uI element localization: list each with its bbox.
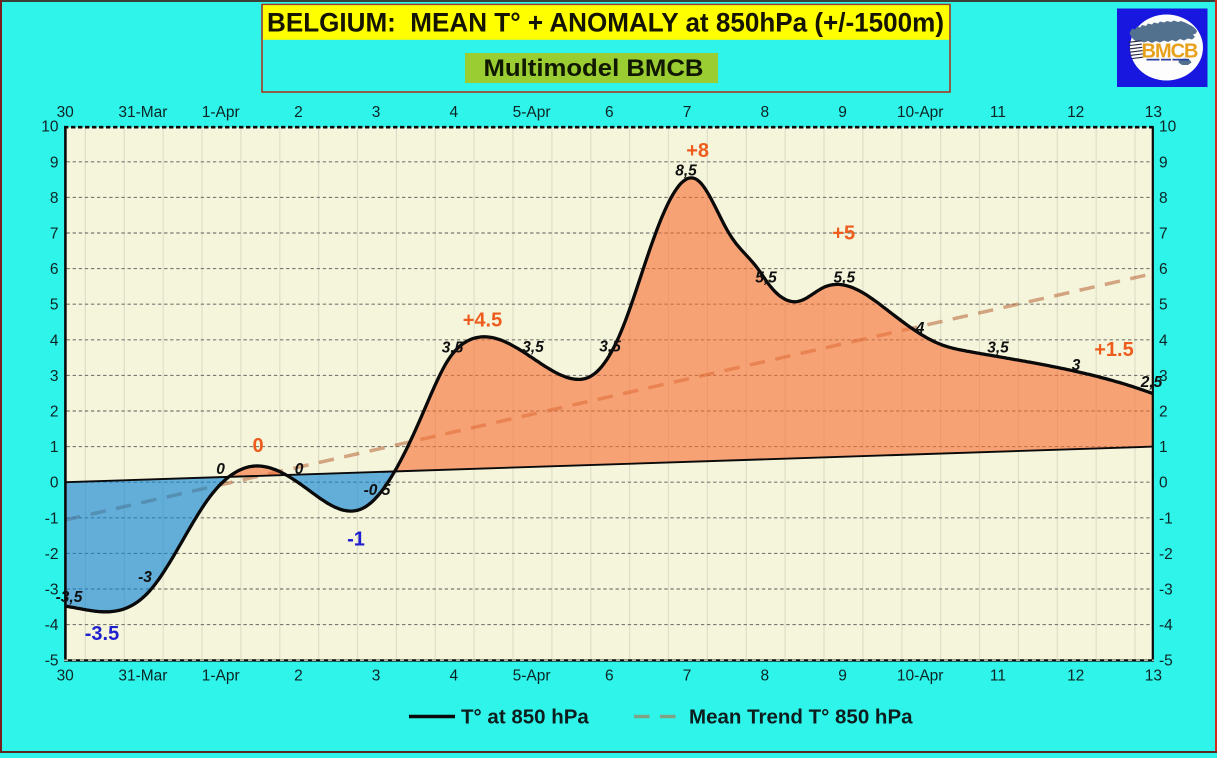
- svg-text:30: 30: [57, 668, 75, 685]
- svg-text:+1.5: +1.5: [1094, 339, 1133, 361]
- svg-text:2: 2: [50, 404, 59, 421]
- svg-text:10-Apr: 10-Apr: [897, 668, 944, 685]
- svg-text:4: 4: [449, 104, 458, 121]
- svg-text:2,5: 2,5: [1140, 374, 1163, 391]
- svg-text:0: 0: [216, 461, 225, 478]
- svg-text:10: 10: [1159, 119, 1177, 136]
- svg-text:1: 1: [50, 439, 59, 456]
- svg-text:6: 6: [605, 668, 614, 685]
- svg-text:3: 3: [372, 668, 381, 685]
- svg-text:+4.5: +4.5: [463, 310, 502, 332]
- svg-text:4: 4: [50, 332, 59, 349]
- svg-text:1-Apr: 1-Apr: [202, 668, 240, 685]
- svg-text:13: 13: [1145, 104, 1162, 121]
- svg-text:3,5: 3,5: [599, 339, 621, 356]
- svg-text:-3: -3: [1159, 582, 1173, 599]
- svg-text:4: 4: [449, 668, 458, 685]
- svg-text:0: 0: [295, 461, 304, 478]
- svg-text:Mean Trend T° 850 hPa: Mean Trend T° 850 hPa: [689, 706, 913, 729]
- svg-text:0: 0: [50, 475, 59, 492]
- svg-text:-0,5: -0,5: [364, 482, 391, 499]
- svg-text:12: 12: [1067, 104, 1084, 121]
- svg-text:2: 2: [294, 668, 303, 685]
- svg-text:11: 11: [990, 104, 1006, 121]
- svg-text:6: 6: [605, 104, 614, 121]
- svg-text:6: 6: [50, 261, 59, 278]
- svg-text:7: 7: [50, 226, 59, 243]
- svg-text:-4: -4: [45, 617, 59, 634]
- svg-text:3,5: 3,5: [987, 340, 1009, 357]
- svg-text:10: 10: [41, 119, 59, 136]
- svg-text:3: 3: [50, 368, 59, 385]
- svg-text:-5: -5: [45, 653, 59, 670]
- svg-text:8: 8: [760, 104, 769, 121]
- svg-text:10-Apr: 10-Apr: [897, 104, 944, 121]
- svg-text:-3,5: -3,5: [56, 589, 83, 606]
- svg-text:9: 9: [838, 104, 847, 121]
- svg-text:-1: -1: [45, 510, 59, 527]
- svg-text:+8: +8: [686, 140, 709, 162]
- svg-text:5,5: 5,5: [755, 270, 777, 287]
- svg-text:4: 4: [1159, 332, 1168, 349]
- svg-text:BELGIUM: MEAN T° + ANOMALY at: BELGIUM: MEAN T° + ANOMALY at 850hPa (+/…: [267, 8, 944, 38]
- svg-text:3: 3: [372, 104, 381, 121]
- svg-text:9: 9: [838, 668, 847, 685]
- svg-text:1-Apr: 1-Apr: [202, 104, 240, 121]
- svg-text:BMCB: BMCB: [1142, 41, 1199, 63]
- svg-text:3: 3: [1159, 368, 1168, 385]
- svg-text:-3: -3: [138, 569, 152, 586]
- svg-text:31-Mar: 31-Mar: [118, 668, 167, 685]
- svg-text:30: 30: [57, 104, 75, 121]
- svg-text:Multimodel BMCB: Multimodel BMCB: [484, 55, 704, 82]
- svg-text:-2: -2: [45, 546, 59, 563]
- svg-text:+5: +5: [832, 223, 855, 245]
- svg-text:7: 7: [1159, 226, 1168, 243]
- svg-text:1: 1: [1159, 439, 1168, 456]
- svg-text:12: 12: [1067, 668, 1084, 685]
- svg-text:2: 2: [294, 104, 303, 121]
- svg-text:-3: -3: [45, 582, 59, 599]
- svg-text:11: 11: [990, 668, 1006, 685]
- svg-text:-1: -1: [1159, 510, 1173, 527]
- svg-text:13: 13: [1145, 668, 1162, 685]
- svg-text:5: 5: [1159, 297, 1168, 314]
- svg-text:6: 6: [1159, 261, 1168, 278]
- svg-text:0: 0: [252, 435, 263, 457]
- svg-text:-3.5: -3.5: [85, 623, 119, 645]
- svg-text:7: 7: [683, 668, 692, 685]
- svg-text:3: 3: [1072, 357, 1081, 374]
- svg-text:5,5: 5,5: [834, 270, 856, 287]
- svg-text:5-Apr: 5-Apr: [513, 104, 551, 121]
- svg-text:T° at 850 hPa: T° at 850 hPa: [461, 706, 589, 729]
- svg-text:9: 9: [50, 154, 59, 171]
- svg-text:8: 8: [1159, 190, 1168, 207]
- svg-text:-5: -5: [1159, 653, 1173, 670]
- svg-text:9: 9: [1159, 154, 1168, 171]
- svg-text:-4: -4: [1159, 617, 1173, 634]
- svg-text:5-Apr: 5-Apr: [513, 668, 551, 685]
- svg-text:8: 8: [50, 190, 59, 207]
- svg-text:31-Mar: 31-Mar: [118, 104, 167, 121]
- svg-text:0: 0: [1159, 475, 1168, 492]
- svg-text:8: 8: [760, 668, 769, 685]
- svg-text:8,5: 8,5: [675, 163, 697, 180]
- svg-text:3,5: 3,5: [522, 339, 544, 356]
- svg-text:-2: -2: [1159, 546, 1173, 563]
- svg-text:3,5: 3,5: [442, 340, 464, 357]
- svg-text:4: 4: [915, 320, 925, 337]
- svg-text:2: 2: [1159, 404, 1168, 421]
- svg-text:-1: -1: [347, 529, 365, 551]
- svg-text:7: 7: [683, 104, 692, 121]
- svg-text:5: 5: [50, 297, 59, 314]
